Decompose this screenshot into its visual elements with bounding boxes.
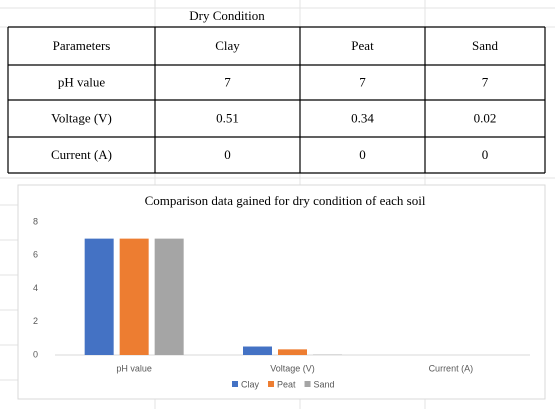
table-cell: 0: [359, 147, 366, 162]
table-cell: 7: [359, 74, 366, 89]
legend-label: Sand: [314, 379, 335, 389]
bar: [243, 346, 272, 355]
header-cell: Clay: [215, 38, 240, 53]
table-cell: 7: [482, 74, 489, 89]
table-cell: 0.02: [474, 110, 497, 125]
y-tick-label: 2: [33, 316, 38, 326]
table-cell: 0: [224, 147, 231, 162]
y-tick-label: 0: [33, 349, 38, 359]
chart-title: Comparison data gained for dry condition…: [144, 194, 426, 208]
header-cell: Sand: [472, 38, 499, 53]
legend-swatch: [304, 381, 311, 387]
header-cell: Parameters: [53, 38, 111, 53]
x-tick-label: pH value: [116, 363, 152, 373]
table-cell: Voltage (V): [51, 110, 112, 125]
table-cell: 0.51: [216, 110, 239, 125]
y-tick-label: 8: [33, 216, 38, 226]
legend-swatch: [232, 381, 238, 387]
table-title: Dry Condition: [189, 8, 265, 23]
table-cell: Current (A): [51, 147, 112, 162]
header-cell: Peat: [351, 38, 374, 53]
table-cell: 0.34: [351, 110, 374, 125]
bar: [119, 238, 149, 355]
legend-swatch: [268, 381, 275, 387]
x-tick-label: Current (A): [429, 363, 474, 373]
legend-label: Peat: [277, 379, 296, 389]
bar: [154, 238, 184, 355]
bar: [84, 238, 114, 355]
y-tick-label: 6: [33, 250, 38, 260]
table-cell: pH value: [58, 74, 106, 89]
y-tick-label: 4: [33, 283, 38, 293]
bar: [278, 349, 307, 355]
table-cell: 7: [224, 74, 231, 89]
table-cell: 0: [482, 147, 489, 162]
x-tick-label: Voltage (V): [270, 363, 315, 373]
chart-title-box: Comparison data gained for dry condition…: [144, 194, 426, 208]
legend-label: Clay: [241, 379, 260, 389]
